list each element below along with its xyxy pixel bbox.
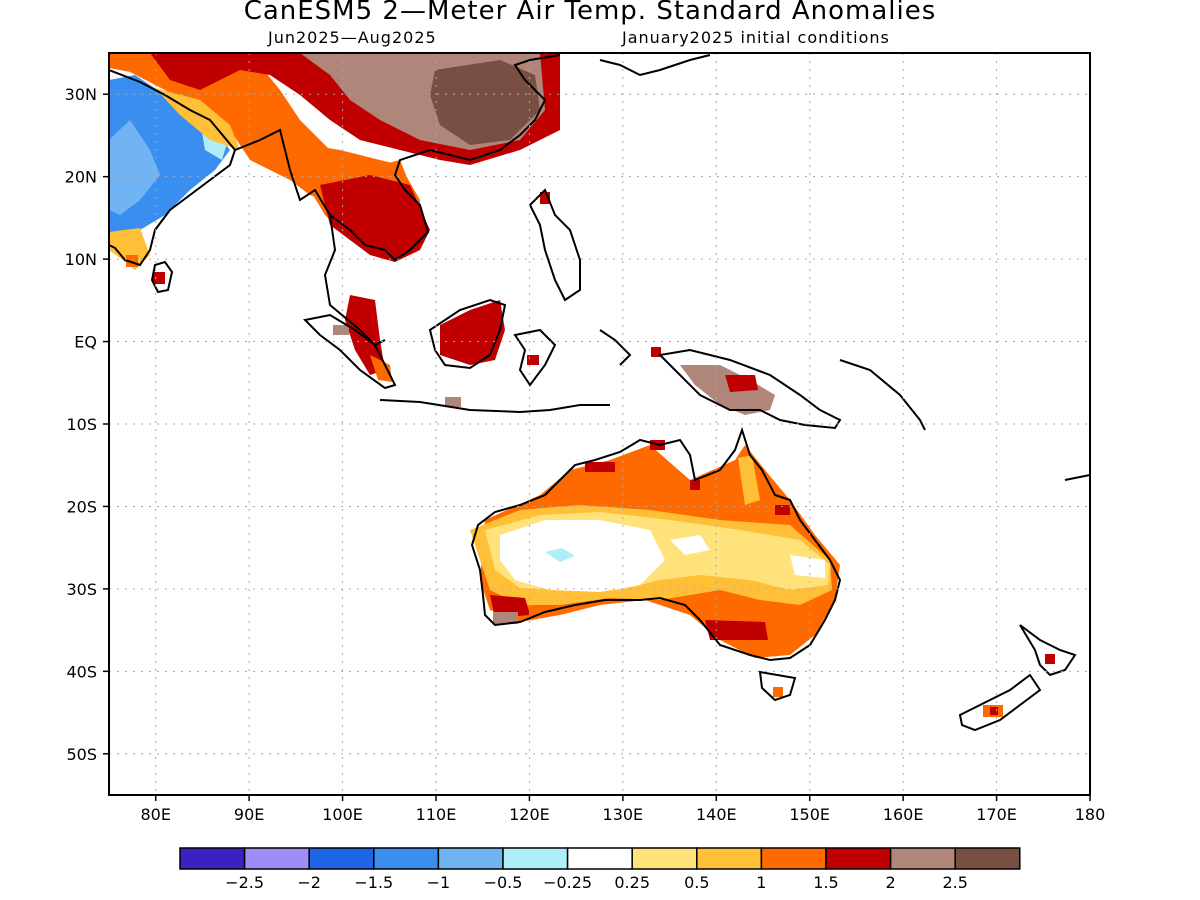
indochina-red <box>320 175 430 262</box>
anomaly-field <box>109 53 1055 717</box>
colorbar: −2.5 −2 −1.5 −1 −0.5 −0.25 0.25 0.5 1 1.5 2 2.5 <box>179 847 1021 892</box>
init-subtitle: January2025 initial conditions <box>622 28 890 47</box>
colorbar-swatch <box>631 847 698 870</box>
colorbar-label: 1.5 <box>813 873 838 892</box>
graticule <box>109 53 1090 795</box>
season-subtitle: Jun2025—Aug2025 <box>268 28 437 47</box>
lat-label: 30S <box>66 580 97 599</box>
colorbar-label: −0.5 <box>484 873 523 892</box>
colorbar-label: −1 <box>427 873 451 892</box>
colorbar-label: 0.5 <box>684 873 709 892</box>
colorbar-swatch <box>373 847 440 870</box>
borneo-red <box>440 300 505 365</box>
lon-label: 130E <box>603 805 644 824</box>
colorbar-swatch <box>437 847 504 870</box>
colorbar-label: 0.25 <box>614 873 650 892</box>
lat-label: 20N <box>65 168 97 187</box>
colorbar-swatch <box>179 847 246 870</box>
colorbar-swatch <box>566 847 633 870</box>
lon-label: 120E <box>509 805 550 824</box>
longitude-ticks: 80E 90E 100E 110E 120E 130E 140E 150E 160E 170E 18… <box>140 795 1105 824</box>
colorbar-swatch <box>696 847 763 870</box>
colorbar-label: −2.5 <box>225 873 264 892</box>
colorbar-swatch <box>889 847 956 870</box>
lon-label: 160E <box>883 805 924 824</box>
lon-label: 80E <box>140 805 170 824</box>
colorbar-swatch <box>308 847 375 870</box>
india-light-cool <box>109 120 160 215</box>
australia-white-interior <box>500 520 665 592</box>
cape-york-yellow <box>738 455 760 505</box>
sumatra-orange <box>370 355 392 382</box>
lat-label: EQ <box>74 333 97 352</box>
latitude-ticks: 30N 20N 10N EQ 10S 20S 30S 40S 50S <box>65 85 109 764</box>
lat-label: 10S <box>66 415 97 434</box>
colorbar-label: 2.5 <box>942 873 967 892</box>
map-title: CanESM5 2—Meter Air Temp. Standard Anoma… <box>243 0 937 26</box>
lon-label: 150E <box>789 805 830 824</box>
colorbar-label: −1.5 <box>354 873 393 892</box>
coastlines <box>109 54 1090 732</box>
lat-label: 30N <box>65 85 97 104</box>
lat-label: 10N <box>65 250 97 269</box>
lon-label: 100E <box>322 805 363 824</box>
colorbar-swatch <box>760 847 827 870</box>
lat-label: 20S <box>66 497 97 516</box>
colorbar-swatch <box>954 847 1021 870</box>
lat-label: 40S <box>66 662 97 681</box>
india-south-warm <box>109 228 150 270</box>
australia-se-red <box>705 620 768 640</box>
colorbar-label: 2 <box>886 873 896 892</box>
lon-label: 110E <box>416 805 457 824</box>
colorbar-swatch <box>243 847 310 870</box>
new-guinea-red <box>725 375 758 392</box>
colorbar-label: −2 <box>297 873 321 892</box>
lon-label: 140E <box>696 805 737 824</box>
lon-label: 180 <box>1075 805 1106 824</box>
china-dark-brown <box>430 60 540 145</box>
new-guinea-brown <box>680 365 775 415</box>
colorbar-label: 1 <box>756 873 766 892</box>
colorbar-swatch <box>502 847 569 870</box>
colorbar-label: −0.25 <box>543 873 592 892</box>
lat-label: 50S <box>66 745 97 764</box>
colorbar-swatch <box>825 847 892 870</box>
australia-pale-blue <box>545 548 575 562</box>
himalaya-pale <box>155 88 240 150</box>
lon-label: 90E <box>234 805 264 824</box>
lon-label: 170E <box>976 805 1017 824</box>
